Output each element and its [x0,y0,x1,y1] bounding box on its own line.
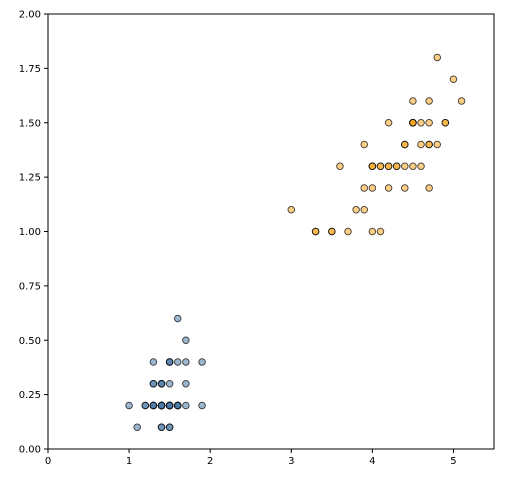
plot-background [48,14,494,449]
data-point [385,119,392,126]
data-point [288,206,295,213]
data-point [345,228,352,235]
x-tick-label: 4 [369,456,375,467]
data-point [434,54,441,61]
data-point [142,402,149,409]
y-tick-label: 0.25 [19,390,41,401]
data-point [166,380,173,387]
data-point [410,119,417,126]
data-point [442,119,449,126]
data-point [353,206,360,213]
data-point [426,141,433,148]
data-point [183,402,190,409]
x-tick-label: 0 [45,456,51,467]
y-tick-label: 1.00 [19,227,41,238]
data-point [312,228,319,235]
data-point [134,424,141,431]
x-axis: 0 1 2 3 4 5 [45,449,457,467]
data-point [434,141,441,148]
data-point [385,163,392,170]
data-point [174,315,181,322]
data-point [329,228,336,235]
y-tick-label: 1.25 [19,173,41,184]
data-point [166,402,173,409]
data-point [385,185,392,192]
data-point [166,424,173,431]
y-tick-label: 0.50 [19,336,41,347]
data-point [377,228,384,235]
data-point [410,98,417,105]
data-point [402,185,409,192]
y-tick-label: 2.00 [19,10,41,21]
data-point [174,359,181,366]
data-point [199,359,206,366]
data-point [361,206,368,213]
data-point [426,185,433,192]
x-tick-label: 1 [126,456,132,467]
y-tick-label: 0.75 [19,281,41,292]
data-point [337,163,344,170]
data-point [158,380,165,387]
data-point [402,163,409,170]
data-point [174,402,181,409]
data-point [418,163,425,170]
y-tick-label: 1.75 [19,64,41,75]
data-point [458,98,465,105]
data-point [426,119,433,126]
data-point [158,402,165,409]
data-point [150,359,157,366]
data-point [418,119,425,126]
data-point [393,163,400,170]
data-point [361,185,368,192]
y-axis: 0.00 0.25 0.50 0.75 1.00 1.25 1.50 1.75 2.00 [19,10,48,456]
data-point [150,402,157,409]
data-point [183,337,190,344]
data-point [402,141,409,148]
data-point [377,163,384,170]
x-tick-label: 2 [207,456,213,467]
data-point [166,359,173,366]
data-point [426,98,433,105]
data-point [361,141,368,148]
data-point [150,380,157,387]
data-point [158,424,165,431]
data-point [199,402,206,409]
x-tick-label: 5 [450,456,456,467]
data-point [369,163,376,170]
data-point [183,359,190,366]
data-point [450,76,457,83]
x-tick-label: 3 [288,456,294,467]
y-tick-label: 1.50 [19,118,41,129]
data-point [410,163,417,170]
y-tick-label: 0.00 [19,445,41,456]
data-point [183,380,190,387]
data-point [369,228,376,235]
data-point [126,402,133,409]
data-point [418,141,425,148]
data-point [369,185,376,192]
